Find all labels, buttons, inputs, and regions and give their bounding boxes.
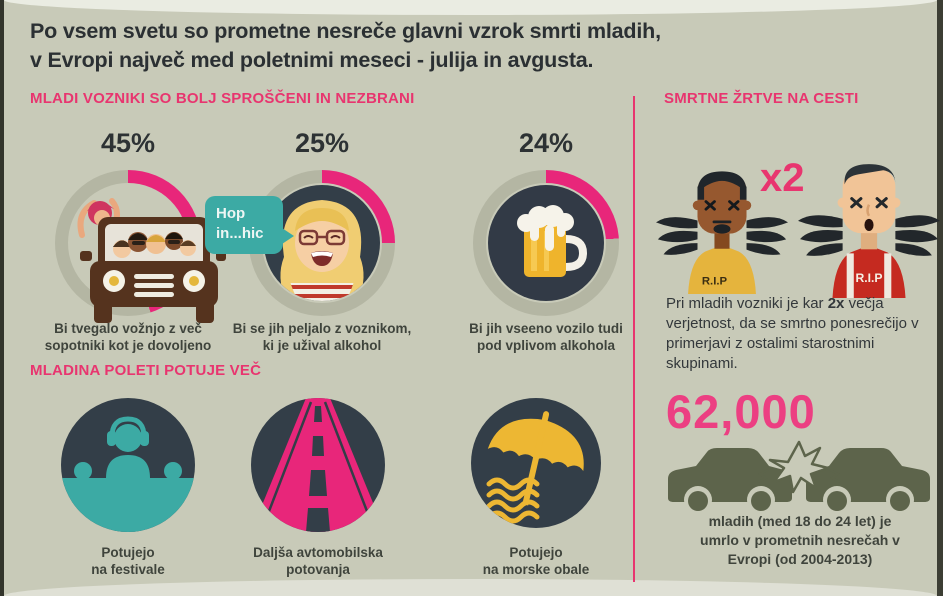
dead-angel-icon-left: R.I.P <box>656 171 788 294</box>
section-title-deaths: SMRTNE ŽRTVE NA CESTI <box>664 90 859 107</box>
caption-line: Potujejo <box>101 545 155 560</box>
caption-line: Daljša avtomobilska <box>253 545 383 560</box>
beach-umbrella-icon <box>471 398 601 528</box>
deaths-count-caption: mladih (med 18 do 24 let) je umrlo v pro… <box>668 512 932 569</box>
section-title-travel: MLADINA POLETI POTUJE VEČ <box>30 362 262 379</box>
vertical-divider <box>633 96 635 582</box>
stat-passengers: 45% <box>28 128 228 364</box>
caption-line: na morske obale <box>482 562 590 577</box>
donut-hole <box>486 183 606 303</box>
deaths-count: 62,000 <box>666 385 816 438</box>
body-text-post: večja verjetnost, da se smrtno ponesreči… <box>666 295 919 372</box>
festival-dj-icon <box>61 398 195 532</box>
stat-drunk-driver-percent: 25% <box>294 128 350 158</box>
caption-line: potovanja <box>286 562 350 577</box>
page-title-line2: v Evropi največ med poletnimi meseci - j… <box>30 48 594 72</box>
travel-road-trips: Daljša avtomobilska potovanja <box>218 398 418 588</box>
long-road-icon <box>251 398 385 532</box>
travel-festivals-caption: Potujejo na festivale <box>28 544 228 578</box>
stat-alcohol-percent: 24% <box>518 128 574 158</box>
deaths-body-text: Pri mladih vozniki je kar 2x večja verje… <box>666 294 940 374</box>
page-top-edge <box>4 0 937 15</box>
donut-chart-alcohol <box>473 170 619 316</box>
caption-line: Bi jih vseeno vozilo tudi <box>469 321 623 336</box>
speech-bubble: Hop in...hic <box>205 196 294 254</box>
car-crash-icon <box>668 440 930 514</box>
section-title-drivers: MLADI VOZNIKI SO BOLJ SPROŠČENI IN NEZBR… <box>30 90 415 107</box>
caption-line: mladih (med 18 do 24 let) je <box>708 513 892 529</box>
body-text-bold: 2x <box>827 295 845 312</box>
caption-line: umrlo v prometnih nesrečah v <box>700 532 900 548</box>
caption-line: sopotniki kot je dovoljeno <box>44 338 212 353</box>
stat-passengers-caption: Bi tvegalo vožnjo z več sopotniki kot je… <box>28 320 228 354</box>
stat-drunk-driver-caption: Bi se jih peljalo z voznikom, ki je uživ… <box>222 320 422 354</box>
page-right-edge <box>937 0 943 596</box>
travel-seaside-caption: Potujejo na morske obale <box>436 544 636 578</box>
multiplier-label: x2 <box>760 156 805 200</box>
car-full-of-passengers-icon <box>77 198 226 323</box>
page-left-edge <box>0 0 4 596</box>
caption-line: Bi tvegalo vožnjo z več <box>54 321 202 336</box>
caption-line: Potujejo <box>509 545 563 560</box>
page-bottom-edge <box>4 579 937 596</box>
page-title: Po vsem svetu so prometne nesreče glavni… <box>30 17 661 75</box>
drunk-woman-icon <box>264 185 380 301</box>
caption-line: ki je užival alkohol <box>262 338 382 353</box>
body-text-pre: Pri mladih vozniki je kar <box>666 295 828 312</box>
stat-alcohol: 24% <box>446 128 646 364</box>
speech-bubble-text: Hop in...hic <box>216 205 264 242</box>
rip-label-left: R.I.P <box>702 276 728 288</box>
rip-label-right: R.I.P <box>855 271 882 285</box>
dead-angel-icon-right: R.I.P <box>798 164 940 298</box>
caption-line: na festivale <box>91 562 165 577</box>
caption-line: Evropi (od 2004-2013) <box>727 551 873 567</box>
stat-passengers-percent: 45% <box>100 128 156 158</box>
page-title-line1: Po vsem svetu so prometne nesreče glavni… <box>30 19 661 43</box>
donut-hole <box>68 183 226 323</box>
stat-alcohol-caption: Bi jih vseeno vozilo tudi pod vplivom al… <box>446 320 646 354</box>
travel-festivals: Potujejo na festivale <box>28 398 228 588</box>
caption-line: pod vplivom alkohola <box>476 338 616 353</box>
beer-mug-icon <box>488 185 604 301</box>
travel-road-trips-caption: Daljša avtomobilska potovanja <box>218 544 418 578</box>
travel-seaside: Potujejo na morske obale <box>436 398 636 588</box>
caption-line: Bi se jih peljalo z voznikom, <box>232 321 412 336</box>
donut-chart-passengers <box>55 170 226 323</box>
